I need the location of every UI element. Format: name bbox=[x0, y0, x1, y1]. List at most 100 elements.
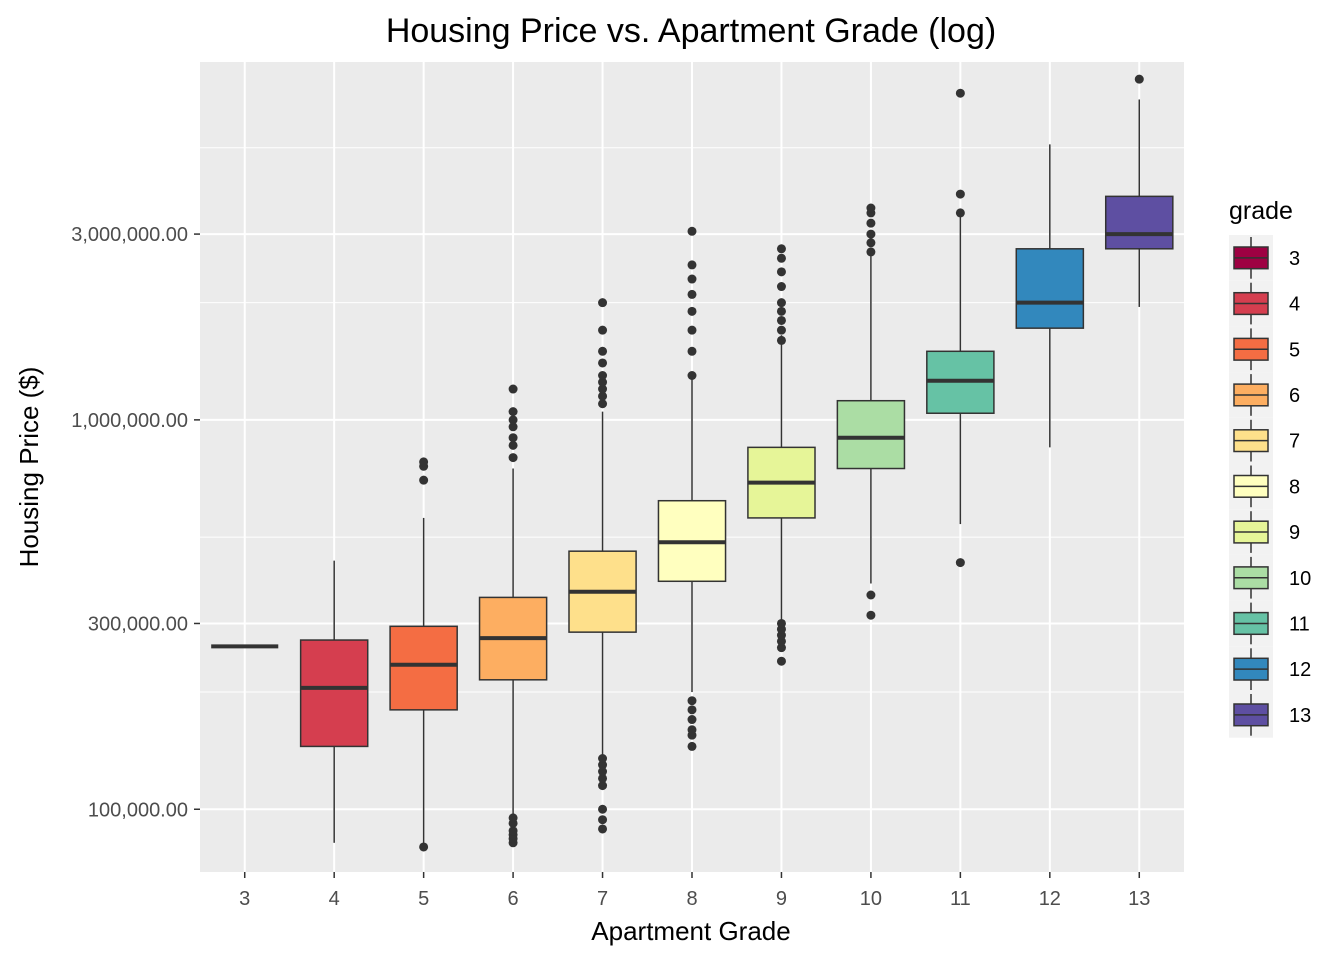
outlier-point bbox=[687, 325, 697, 335]
outlier-point bbox=[598, 399, 608, 409]
outlier-point bbox=[776, 618, 786, 628]
outlier-point bbox=[508, 440, 518, 450]
outlier-point bbox=[1134, 74, 1144, 84]
outlier-point bbox=[687, 696, 697, 706]
outlier-point bbox=[866, 229, 876, 239]
outlier-point bbox=[508, 813, 518, 823]
legend-label: 9 bbox=[1289, 522, 1300, 544]
legend-label: 13 bbox=[1289, 705, 1311, 727]
x-tick-label: 12 bbox=[1039, 888, 1061, 910]
legend-item-3: 3 bbox=[1229, 235, 1300, 281]
legend-item-5: 5 bbox=[1229, 326, 1300, 373]
box-iqr bbox=[1104, 195, 1174, 250]
outlier-point bbox=[598, 781, 608, 791]
legend-item-7: 7 bbox=[1229, 417, 1300, 464]
box-grade-9 bbox=[747, 244, 816, 666]
outlier-point bbox=[955, 558, 965, 568]
legend-label: 7 bbox=[1289, 431, 1300, 453]
outlier-point bbox=[598, 298, 608, 308]
outlier-point bbox=[598, 358, 608, 368]
box-grade-8 bbox=[657, 226, 727, 751]
legend-label: 4 bbox=[1289, 294, 1300, 316]
legend: grade 3 4 5 6 7 8 9 10 11 12 13 bbox=[1229, 197, 1311, 738]
box-iqr bbox=[389, 625, 458, 711]
outlier-point bbox=[866, 203, 876, 213]
outlier-point bbox=[598, 371, 608, 381]
outlier-point bbox=[598, 346, 608, 356]
legend-label: 11 bbox=[1289, 613, 1310, 635]
box-grade-13 bbox=[1104, 74, 1174, 307]
legend-title: grade bbox=[1229, 197, 1293, 225]
box-grade-4 bbox=[299, 560, 369, 843]
outlier-point bbox=[955, 88, 965, 98]
x-tick-label: 5 bbox=[418, 888, 429, 910]
outlier-point bbox=[598, 760, 608, 770]
y-tick-label: 1,000,000.00 bbox=[71, 410, 188, 432]
x-tick-label: 10 bbox=[860, 888, 882, 910]
outlier-point bbox=[508, 407, 518, 417]
box-grade-12 bbox=[1015, 144, 1085, 448]
outlier-point bbox=[776, 656, 786, 666]
outlier-point bbox=[866, 590, 876, 600]
outlier-point bbox=[598, 391, 608, 401]
legend-label: 8 bbox=[1289, 476, 1300, 498]
box-grade-6 bbox=[478, 384, 548, 848]
outlier-point bbox=[598, 754, 608, 764]
x-tick-label: 9 bbox=[776, 888, 787, 910]
box-iqr bbox=[836, 399, 906, 470]
x-tick-label: 3 bbox=[239, 888, 250, 910]
outlier-point bbox=[776, 325, 786, 335]
outlier-point bbox=[776, 244, 786, 254]
x-axis-title: Apartment Grade bbox=[591, 916, 790, 946]
outlier-point bbox=[419, 457, 429, 467]
y-tick-label: 300,000.00 bbox=[88, 613, 188, 635]
legend-item-12: 12 bbox=[1229, 646, 1311, 692]
chart-title: Housing Price vs. Apartment Grade (log) bbox=[386, 12, 996, 50]
outlier-point bbox=[866, 218, 876, 228]
outlier-point bbox=[687, 371, 697, 381]
x-tick-label: 6 bbox=[508, 888, 519, 910]
outlier-point bbox=[598, 815, 608, 825]
legend-label: 12 bbox=[1289, 659, 1311, 681]
box-grade-7 bbox=[568, 298, 637, 834]
box-grade-10 bbox=[836, 203, 906, 620]
legend-item-13: 13 bbox=[1229, 692, 1311, 738]
outlier-point bbox=[866, 238, 876, 248]
outlier-point bbox=[598, 325, 608, 335]
outlier-point bbox=[508, 422, 518, 432]
outlier-point bbox=[598, 824, 608, 834]
legend-item-11: 11 bbox=[1229, 600, 1310, 647]
box-iqr bbox=[299, 639, 369, 748]
legend-label: 10 bbox=[1289, 568, 1311, 590]
outlier-point bbox=[776, 267, 786, 277]
outlier-point bbox=[687, 705, 697, 715]
outlier-point bbox=[508, 826, 518, 836]
outlier-point bbox=[866, 247, 876, 257]
outlier-point bbox=[776, 335, 786, 345]
x-tick-label: 7 bbox=[597, 888, 608, 910]
y-tick-label: 100,000.00 bbox=[88, 799, 188, 821]
outlier-point bbox=[776, 298, 786, 308]
y-axis-ticks: 100,000.00 300,000.00 1,000,000.00 3,000,00… bbox=[71, 224, 200, 821]
legend-item-10: 10 bbox=[1229, 554, 1311, 601]
outlier-point bbox=[687, 289, 697, 299]
outlier-point bbox=[776, 636, 786, 646]
outlier-point bbox=[776, 253, 786, 263]
legend-item-9: 9 bbox=[1229, 509, 1300, 555]
box-iqr bbox=[1015, 248, 1085, 329]
outlier-point bbox=[687, 306, 697, 316]
x-tick-label: 13 bbox=[1128, 888, 1150, 910]
outlier-point bbox=[598, 377, 608, 387]
outlier-point bbox=[508, 384, 518, 394]
legend-keys: 3 4 5 6 7 8 9 10 11 12 13 bbox=[1229, 235, 1311, 738]
legend-label: 6 bbox=[1289, 385, 1300, 407]
outlier-point bbox=[776, 315, 786, 325]
outlier-point bbox=[419, 475, 429, 485]
outlier-point bbox=[866, 610, 876, 620]
outlier-point bbox=[687, 715, 697, 725]
outlier-point bbox=[419, 842, 429, 852]
outlier-point bbox=[687, 274, 697, 284]
outlier-point bbox=[508, 433, 518, 443]
outlier-point bbox=[776, 306, 786, 316]
